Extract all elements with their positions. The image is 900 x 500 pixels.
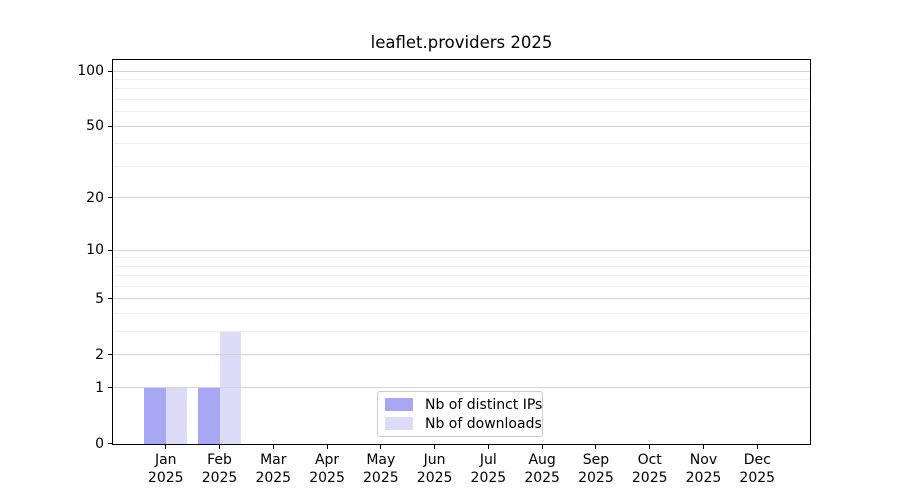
y-tick-mark bbox=[108, 125, 112, 127]
legend-swatch-distinct-ips-icon bbox=[385, 398, 413, 411]
gridline-minor bbox=[113, 111, 810, 113]
gridline-minor bbox=[113, 257, 810, 259]
gridline-major bbox=[113, 354, 810, 356]
gridline-minor bbox=[113, 265, 810, 267]
x-tick-label: Dec 2025 bbox=[712, 451, 802, 487]
x-tick-label-line: 2025 bbox=[363, 469, 399, 486]
x-tick-mark bbox=[326, 444, 328, 449]
y-tick-mark bbox=[108, 387, 112, 389]
x-tick-label-line: 2025 bbox=[631, 469, 668, 486]
x-tick-label: Jul 2025 bbox=[443, 451, 533, 487]
legend-item-downloads: Nb of downloads bbox=[385, 415, 542, 432]
x-tick-label: Feb 2025 bbox=[175, 451, 265, 487]
x-tick-mark bbox=[649, 444, 651, 449]
y-tick-label: 50 bbox=[86, 118, 104, 135]
x-tick-mark bbox=[756, 444, 758, 449]
bar-distinct-ips-feb-2025 bbox=[198, 387, 220, 444]
x-tick-label-line: Mar bbox=[260, 451, 287, 468]
y-tick-label: 0 bbox=[95, 435, 104, 452]
gridline-minor bbox=[113, 99, 810, 101]
x-tick-label-line: 2025 bbox=[147, 469, 184, 486]
legend-label-downloads: Nb of downloads bbox=[425, 415, 542, 432]
x-tick-label-line: May bbox=[366, 451, 396, 468]
gridline-minor bbox=[113, 79, 810, 81]
y-tick-label: 20 bbox=[86, 189, 104, 206]
gridline-minor bbox=[113, 275, 810, 277]
x-tick-label-line: 2025 bbox=[416, 469, 453, 486]
y-tick-mark bbox=[108, 70, 112, 72]
x-tick-label-line: Dec bbox=[743, 451, 771, 468]
legend-swatch-downloads-icon bbox=[385, 417, 413, 430]
gridline-minor bbox=[113, 313, 810, 315]
bar-distinct-ips-jan-2025 bbox=[144, 387, 166, 444]
x-tick-label: May 2025 bbox=[336, 451, 426, 487]
gridline-minor bbox=[113, 165, 810, 167]
x-tick-mark bbox=[380, 444, 382, 449]
plot-area bbox=[113, 60, 810, 444]
x-tick-label: Apr 2025 bbox=[282, 451, 372, 487]
gridline-major bbox=[113, 70, 810, 72]
x-tick-label-line: 2025 bbox=[309, 469, 345, 486]
legend-label-distinct-ips: Nb of distinct IPs bbox=[425, 396, 543, 413]
x-tick-mark bbox=[541, 444, 543, 449]
bar-downloads-jan-2025 bbox=[165, 387, 188, 444]
x-tick-label: Jan 2025 bbox=[121, 451, 211, 487]
x-tick-label-line: Aug bbox=[528, 451, 556, 468]
x-tick-label: Sep 2025 bbox=[551, 451, 641, 487]
x-tick-label-line: Sep bbox=[582, 451, 610, 468]
x-tick-label-line: 2025 bbox=[524, 469, 560, 486]
gridline-major bbox=[113, 125, 810, 127]
y-tick-mark bbox=[108, 249, 112, 251]
legend: Nb of distinct IPs Nb of downloads bbox=[377, 391, 543, 437]
x-tick-label-line: 2025 bbox=[470, 469, 507, 486]
x-tick-mark bbox=[219, 444, 221, 449]
gridline-minor bbox=[113, 143, 810, 145]
x-tick-mark bbox=[272, 444, 274, 449]
chart-title: leaflet.providers 2025 bbox=[370, 33, 553, 52]
y-tick-mark bbox=[108, 197, 112, 199]
x-tick-label-line: Nov bbox=[689, 451, 718, 468]
gridline-minor bbox=[113, 331, 810, 333]
x-tick-label-line: Jun bbox=[423, 451, 446, 468]
gridline-major bbox=[113, 298, 810, 300]
x-tick-label: Nov 2025 bbox=[658, 451, 748, 487]
y-tick-mark bbox=[108, 443, 112, 444]
y-tick-label: 5 bbox=[95, 290, 104, 307]
x-tick-label: Oct 2025 bbox=[605, 451, 695, 487]
x-tick-label-line: Apr bbox=[314, 451, 340, 468]
y-tick-label: 1 bbox=[95, 379, 104, 396]
y-tick-mark bbox=[108, 354, 112, 356]
x-tick-label: Mar 2025 bbox=[228, 451, 318, 487]
x-tick-label-line: 2025 bbox=[201, 469, 238, 486]
x-tick-label-line: 2025 bbox=[739, 469, 776, 486]
y-tick-label: 2 bbox=[95, 346, 104, 363]
x-tick-label-line: 2025 bbox=[255, 469, 292, 486]
y-tick-label: 100 bbox=[77, 63, 104, 80]
x-tick-mark bbox=[434, 444, 436, 449]
gridline-major bbox=[113, 249, 810, 251]
x-tick-label: Jun 2025 bbox=[390, 451, 480, 487]
x-tick-label: Aug 2025 bbox=[497, 451, 587, 487]
gridline-major bbox=[113, 387, 810, 389]
x-tick-label-line: 2025 bbox=[685, 469, 722, 486]
x-tick-label-line: Jan bbox=[154, 451, 177, 468]
x-tick-label-line: Oct bbox=[637, 451, 662, 468]
x-tick-mark bbox=[595, 444, 597, 449]
x-tick-label-line: Jul bbox=[479, 451, 497, 468]
gridline-minor bbox=[113, 286, 810, 287]
legend-item-distinct-ips: Nb of distinct IPs bbox=[385, 396, 542, 413]
x-tick-mark bbox=[165, 444, 167, 449]
gridline-major bbox=[113, 197, 810, 199]
x-tick-label-line: 2025 bbox=[578, 469, 614, 486]
y-tick-label: 10 bbox=[86, 242, 104, 259]
gridline-minor bbox=[113, 88, 810, 90]
y-tick-mark bbox=[108, 298, 112, 300]
x-tick-mark bbox=[487, 444, 489, 449]
x-tick-mark bbox=[702, 444, 704, 449]
x-tick-label-line: Feb bbox=[207, 451, 232, 468]
